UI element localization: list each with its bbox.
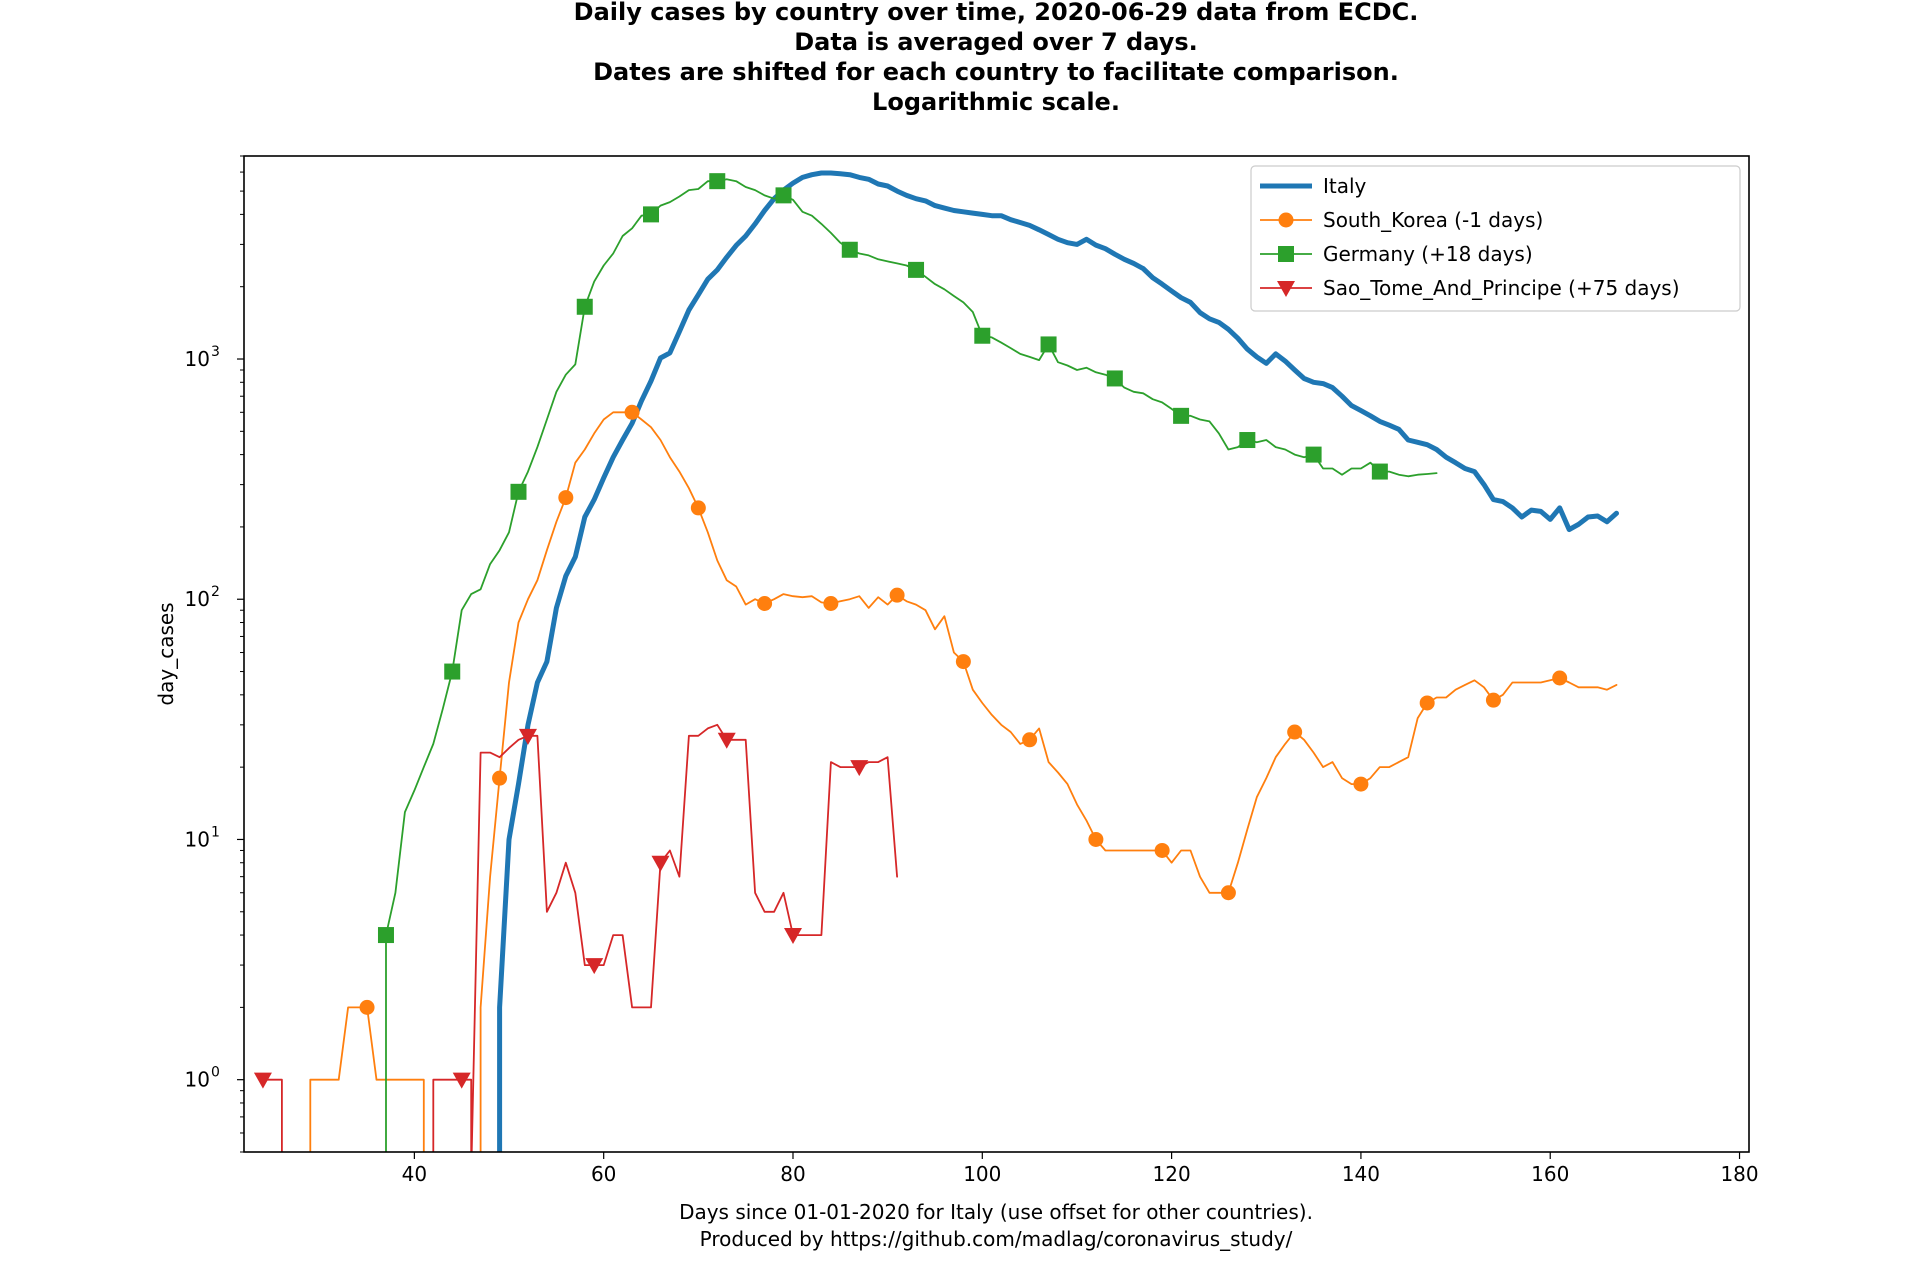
y-axis-label: day_cases (154, 602, 178, 705)
legend-item: South_Korea (-1 days) (1260, 208, 1543, 232)
series-marker (974, 327, 991, 344)
series-marker (558, 490, 574, 506)
y-tick-label: 10 (185, 827, 210, 851)
series-layer (253, 170, 1619, 1152)
series-italy (497, 170, 1619, 1152)
title-line-4: Logarithmic scale. (872, 88, 1120, 116)
series-marker (510, 483, 527, 500)
legend-label: Germany (+18 days) (1323, 242, 1533, 266)
title-line-3: Dates are shifted for each country to fa… (593, 58, 1399, 86)
series-marker (889, 587, 905, 603)
series-marker (651, 855, 670, 872)
series-marker (1154, 842, 1170, 858)
legend: Italy South_Korea (-1 days) Germany (+18 d… (1250, 165, 1741, 312)
series-marker (1022, 732, 1038, 748)
series-marker (1106, 370, 1123, 387)
series-marker (1552, 670, 1568, 686)
series-line (309, 411, 1618, 1152)
series-marker (1239, 432, 1256, 449)
y-tick-exponent: 2 (211, 584, 220, 600)
y-tick-exponent: 0 (211, 1065, 220, 1081)
x-tick-label: 40 (402, 1162, 427, 1186)
legend-item: Italy (1260, 174, 1367, 198)
series-south-korea-1-days (309, 404, 1618, 1152)
x-axis: 40 60 80 100 120 140 160 180 (402, 1152, 1759, 1186)
series-marker (717, 732, 736, 749)
series-marker (576, 298, 593, 315)
series-sao-tome-and-principe-75-days (253, 723, 898, 1152)
legend-marker (1278, 212, 1294, 228)
y-tick-label: 10 (185, 587, 210, 611)
series-line (385, 178, 1438, 1152)
y-tick-label: 10 (185, 1068, 210, 1092)
legend-marker (1277, 281, 1295, 297)
x-tick-label: 160 (1531, 1162, 1569, 1186)
legend-item: Germany (+18 days) (1260, 242, 1533, 266)
series-line (497, 170, 1619, 1152)
series-marker (1419, 695, 1435, 711)
x-axis-label-line-2: Produced by https://github.com/madlag/co… (700, 1227, 1293, 1251)
x-tick-label: 100 (963, 1162, 1001, 1186)
series-marker (1040, 336, 1057, 353)
series-marker (1371, 463, 1388, 480)
series-line (262, 723, 898, 1152)
series-marker (624, 404, 640, 420)
series-germany-18-days (377, 173, 1438, 1152)
series-marker (1305, 446, 1322, 463)
plot-frame (243, 155, 1750, 1153)
legend-marker (1278, 246, 1294, 262)
title-line-1: Daily cases by country over time, 2020-0… (574, 0, 1419, 26)
legend-label: Sao_Tome_And_Principe (+75 days) (1323, 276, 1680, 300)
series-marker (1287, 724, 1303, 740)
x-tick-label: 140 (1342, 1162, 1380, 1186)
series-marker (253, 1072, 272, 1089)
title-line-2: Data is averaged over 7 days. (794, 28, 1198, 56)
series-marker (908, 261, 925, 278)
y-tick-exponent: 1 (211, 824, 220, 840)
series-marker (850, 760, 869, 777)
x-tick-label: 60 (591, 1162, 616, 1186)
series-marker (757, 595, 773, 611)
x-axis-label-line-1: Days since 01-01-2020 for Italy (use off… (679, 1200, 1313, 1224)
legend-label: Italy (1323, 174, 1367, 198)
series-marker (359, 999, 375, 1015)
series-marker (1088, 831, 1104, 847)
series-marker (783, 928, 802, 945)
x-tick-label: 180 (1720, 1162, 1758, 1186)
x-axis-label: Days since 01-01-2020 for Italy (use off… (679, 1200, 1313, 1251)
series-marker (518, 728, 537, 745)
series-marker (452, 1072, 471, 1089)
series-marker (709, 173, 726, 190)
series-marker (690, 500, 706, 516)
x-tick-label: 120 (1153, 1162, 1191, 1186)
series-marker (1353, 776, 1369, 792)
series-marker (775, 187, 792, 204)
chart-title: Daily cases by country over time, 2020-0… (574, 0, 1419, 116)
series-marker (492, 770, 508, 786)
x-tick-label: 80 (780, 1162, 805, 1186)
y-tick-label: 10 (185, 347, 210, 371)
series-marker (377, 927, 394, 944)
series-marker (1220, 885, 1236, 901)
series-marker (955, 654, 971, 670)
y-tick-exponent: 3 (211, 344, 220, 360)
series-marker (841, 241, 858, 258)
series-marker (1173, 407, 1190, 424)
series-marker (1485, 692, 1501, 708)
series-marker (585, 958, 604, 975)
legend-label: South_Korea (-1 days) (1323, 208, 1543, 232)
series-marker (444, 663, 461, 680)
legend-box (1250, 165, 1741, 312)
series-marker (643, 206, 660, 223)
series-marker (823, 595, 839, 611)
legend-item: Sao_Tome_And_Principe (+75 days) (1260, 276, 1680, 300)
